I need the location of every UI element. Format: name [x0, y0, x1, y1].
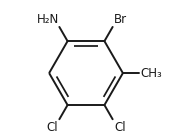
- Text: CH₃: CH₃: [141, 67, 162, 80]
- Text: Cl: Cl: [46, 121, 58, 134]
- Text: H₂N: H₂N: [36, 13, 59, 26]
- Text: Br: Br: [114, 13, 127, 26]
- Text: Cl: Cl: [114, 121, 126, 134]
